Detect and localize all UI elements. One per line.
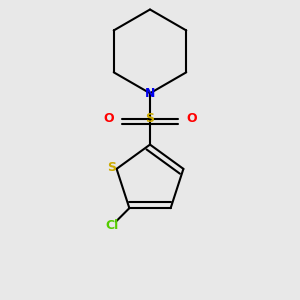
Text: O: O <box>186 112 197 125</box>
Text: S: S <box>146 112 154 125</box>
Text: N: N <box>145 87 155 100</box>
Text: O: O <box>103 112 114 125</box>
Text: Cl: Cl <box>106 219 119 232</box>
Text: S: S <box>107 161 116 174</box>
